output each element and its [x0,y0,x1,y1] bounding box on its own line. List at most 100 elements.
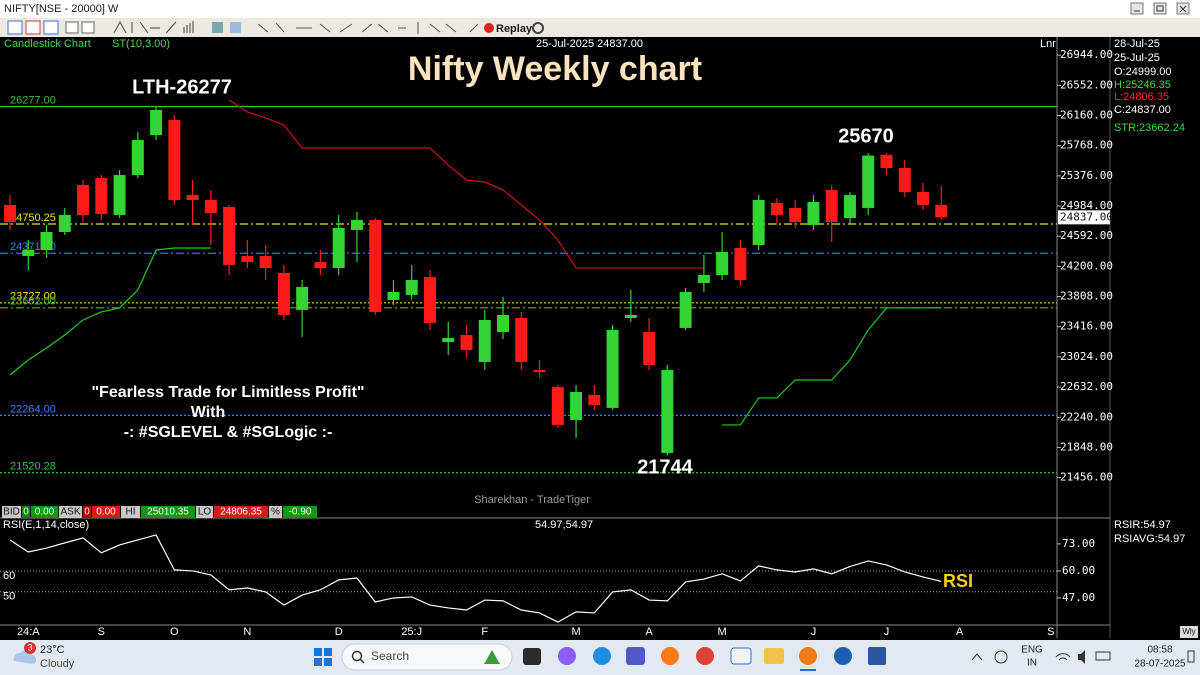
tool-stop[interactable] [25,20,41,35]
quote-cell [283,506,317,518]
restore-button[interactable] [1153,2,1167,15]
candle-body [423,277,436,323]
replay-icon[interactable] [484,23,494,33]
y-tick-label: 24200.00 [1060,259,1113,272]
app-icon[interactable] [558,647,576,665]
tool-intraday[interactable] [7,20,23,35]
candle-body [679,291,692,328]
language[interactable]: ENG [1021,645,1043,656]
x-tick-label: 24:A [17,626,40,638]
quote-text: 0.00 [96,507,116,518]
app-icon[interactable] [834,647,852,665]
candle-body [697,275,710,283]
tray-icon[interactable] [994,650,1008,664]
x-tick-label: A [956,626,964,638]
tool-tst[interactable] [43,20,59,35]
supertrend-line [9,247,942,426]
y-tick-label: 22632.00 [1060,380,1113,393]
weather-widget[interactable]: 3 23°C Cloudy [13,642,75,670]
quote-cell [141,506,195,518]
y-tick-label: 26552.00 [1060,78,1113,91]
search-box[interactable]: Search [341,643,513,671]
candle-body [241,255,254,262]
candle-body [332,227,345,268]
candle-body [935,204,948,218]
region[interactable]: IN [1027,658,1037,669]
candle-body [862,155,875,208]
pinned-apps[interactable] [523,647,886,671]
candle-body [789,207,802,222]
swing-low-annotation: 21744 [637,456,693,478]
candle-body [734,247,747,281]
x-tick-label: D [335,626,343,638]
start-button[interactable] [314,648,332,666]
temperature: 23°C [40,644,65,656]
settings-icon[interactable] [532,22,544,34]
start-tile [314,658,322,666]
rsi-readout: 54.97,54.97 [535,519,593,531]
search-highlight [484,650,500,664]
candle-body [807,201,820,225]
app-icon[interactable] [764,648,784,664]
y-tick-label: 60.00 [1062,564,1095,577]
wifi-icon[interactable] [1055,653,1071,661]
tool-drawing[interactable] [113,20,177,34]
cursor-readout: 25-Jul-2025 24837.00 [536,38,643,50]
window-buttons[interactable] [1130,2,1190,15]
search-placeholder: Search [371,649,409,663]
app-icon[interactable] [523,648,541,665]
tray-expand[interactable] [971,653,983,661]
info-line: 28-Jul-25 [1114,38,1160,50]
quote-cell [83,506,91,518]
app-icon[interactable] [696,647,714,665]
app-icon[interactable] [626,647,645,665]
app-icon[interactable] [868,647,886,665]
quote-text: BID [3,507,20,518]
volume-icon[interactable] [1078,650,1085,664]
tool-bars[interactable] [183,21,194,33]
candle-body [606,329,619,408]
app-icon[interactable] [799,647,817,665]
y-tick-label: 23808.00 [1060,290,1113,303]
battery-icon[interactable] [1095,651,1111,661]
system-tray[interactable]: ENG IN 08:58 28-07-2025 [971,645,1195,670]
plot-layer: 26944.00 26552.00 26160.00 25768.00 25376.00… [0,48,1113,638]
clock-date[interactable]: 28-07-2025 [1134,659,1186,670]
badge [24,642,36,654]
tool-c[interactable] [212,22,223,33]
tool-a[interactable] [65,21,79,34]
candle-body [131,139,144,176]
candle-body [533,369,546,372]
quote-text: 0 [84,507,90,518]
clock-time[interactable]: 08:58 [1147,645,1172,656]
swing-high-annotation: 25670 [838,125,894,147]
candle-body [150,109,163,135]
x-tick-label: M [718,626,727,638]
tool-b[interactable] [81,21,95,34]
app-icon[interactable] [730,647,752,665]
y-tick-label: 47.00 [1062,591,1095,604]
candle-body [314,261,327,268]
notifications[interactable] [1187,650,1195,663]
rsi-line [9,534,942,623]
toolbar [0,18,1200,37]
x-tick-label: N [243,626,251,638]
tool-misc[interactable] [257,22,479,34]
search-field[interactable] [341,643,513,671]
candle-body [40,231,53,250]
level-label: 26277.00 [10,94,56,106]
tool-d[interactable] [230,22,241,33]
close-glyph [1179,5,1187,13]
x-tick-label: M [571,626,580,638]
candle-body [369,219,382,312]
window-title: NIFTY[NSE - 20000] W [4,3,119,15]
period-label[interactable]: Wly [1182,627,1195,636]
app-icon[interactable] [593,647,611,665]
app-icon[interactable] [661,647,679,665]
candle-body [442,337,455,342]
replay-label[interactable]: Replay [496,23,533,35]
candle-body [570,392,583,420]
candle-body [551,386,564,425]
period-box[interactable] [1180,626,1198,638]
minimize-button[interactable] [1130,2,1144,15]
